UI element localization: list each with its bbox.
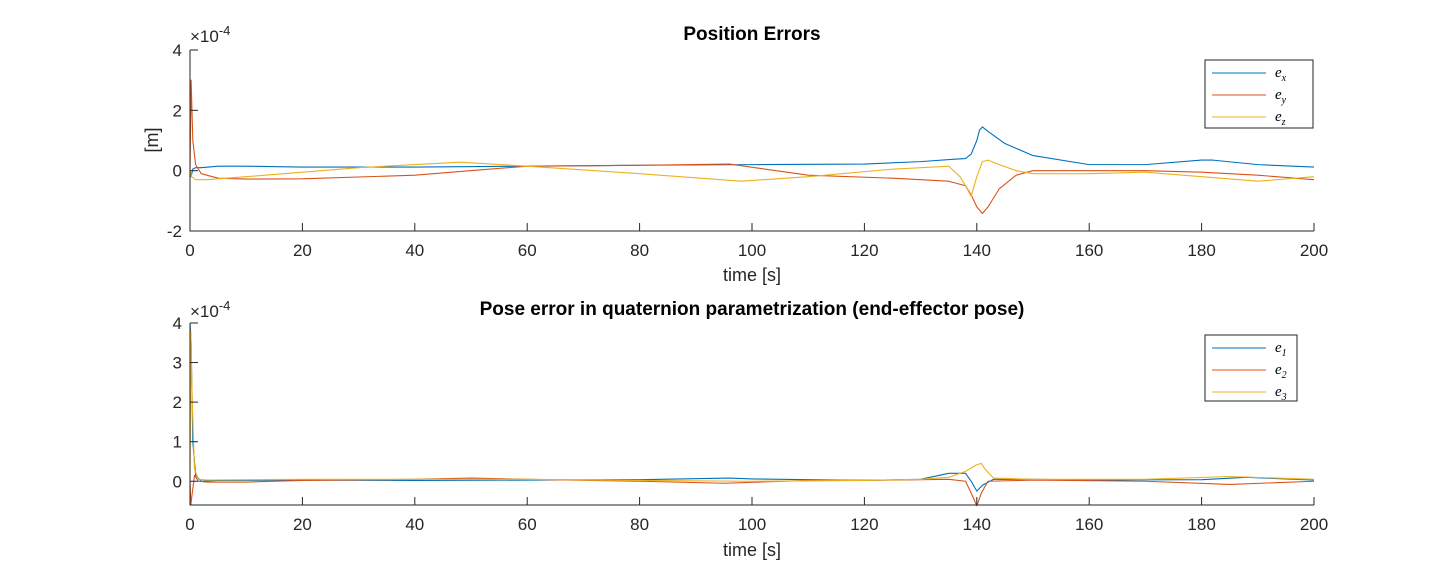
x-tick-label: 100 — [738, 515, 766, 534]
x-tick-label: 120 — [850, 241, 878, 260]
y-tick-label: 4 — [173, 314, 182, 333]
y-axis-label: [m] — [142, 128, 162, 153]
x-tick-label: 140 — [963, 515, 991, 534]
position-errors-panel: Position Errors [m] time [s] ×10-4 0 20 40… — [142, 23, 1328, 285]
series-line-ex — [190, 126, 1314, 178]
x-tick-label: 0 — [185, 241, 194, 260]
series-line-ey — [190, 79, 1314, 215]
x-tick-label: 180 — [1187, 515, 1215, 534]
chart-title: Position Errors — [683, 24, 820, 45]
x-tick-label: 40 — [405, 515, 424, 534]
x-tick-label: 80 — [630, 241, 649, 260]
x-tick-label: 60 — [518, 515, 537, 534]
y-exponent-label: ×10-4 — [190, 23, 230, 46]
y-tick-label: 2 — [173, 393, 182, 412]
x-tick-label: 20 — [293, 515, 312, 534]
y-tick-label: 3 — [173, 354, 182, 373]
series-line-e1 — [190, 322, 1314, 492]
legend: e1 e2 e3 — [1204, 334, 1298, 403]
x-tick-label: 80 — [630, 515, 649, 534]
y-tick-label: 4 — [173, 41, 182, 60]
y-tick-label: 1 — [173, 433, 182, 452]
x-tick-label: 60 — [518, 241, 537, 260]
legend-label: e3 — [1275, 384, 1287, 403]
x-tick-label: 120 — [850, 515, 878, 534]
x-axis-label: time [s] — [723, 265, 781, 285]
legend-label: ex — [1275, 65, 1287, 84]
y-exponent-label: ×10-4 — [190, 298, 230, 321]
legend: ex ey ez — [1204, 59, 1314, 129]
y-tick-label: 0 — [173, 472, 182, 491]
y-tick-label: 2 — [173, 101, 182, 120]
series-line-e2 — [190, 474, 1314, 507]
x-tick-label: 180 — [1187, 241, 1215, 260]
x-tick-label: 20 — [293, 241, 312, 260]
legend-label: ez — [1275, 109, 1286, 128]
legend-box — [1204, 334, 1298, 402]
legend-label: e1 — [1275, 340, 1287, 359]
x-tick-label: 200 — [1300, 515, 1328, 534]
x-tick-label: 40 — [405, 241, 424, 260]
quaternion-error-panel: Pose error in quaternion parametrization… — [173, 298, 1329, 560]
axis-lines — [189, 323, 1314, 506]
series-line-e3 — [190, 330, 1314, 482]
legend-box — [1204, 59, 1314, 129]
x-tick-label: 160 — [1075, 515, 1103, 534]
x-tick-label: 200 — [1300, 241, 1328, 260]
legend-label: ey — [1275, 87, 1287, 106]
axis-lines — [189, 50, 1314, 232]
y-tick-label: -2 — [167, 222, 182, 241]
x-tick-label: 0 — [185, 515, 194, 534]
x-tick-label: 160 — [1075, 241, 1103, 260]
x-tick-label: 140 — [963, 241, 991, 260]
x-tick-label: 100 — [738, 241, 766, 260]
chart-title: Pose error in quaternion parametrization… — [480, 299, 1025, 320]
x-axis-label: time [s] — [723, 540, 781, 560]
y-tick-label: 0 — [173, 162, 182, 181]
legend-label: e2 — [1275, 362, 1287, 381]
series-line-ez — [190, 159, 1314, 197]
